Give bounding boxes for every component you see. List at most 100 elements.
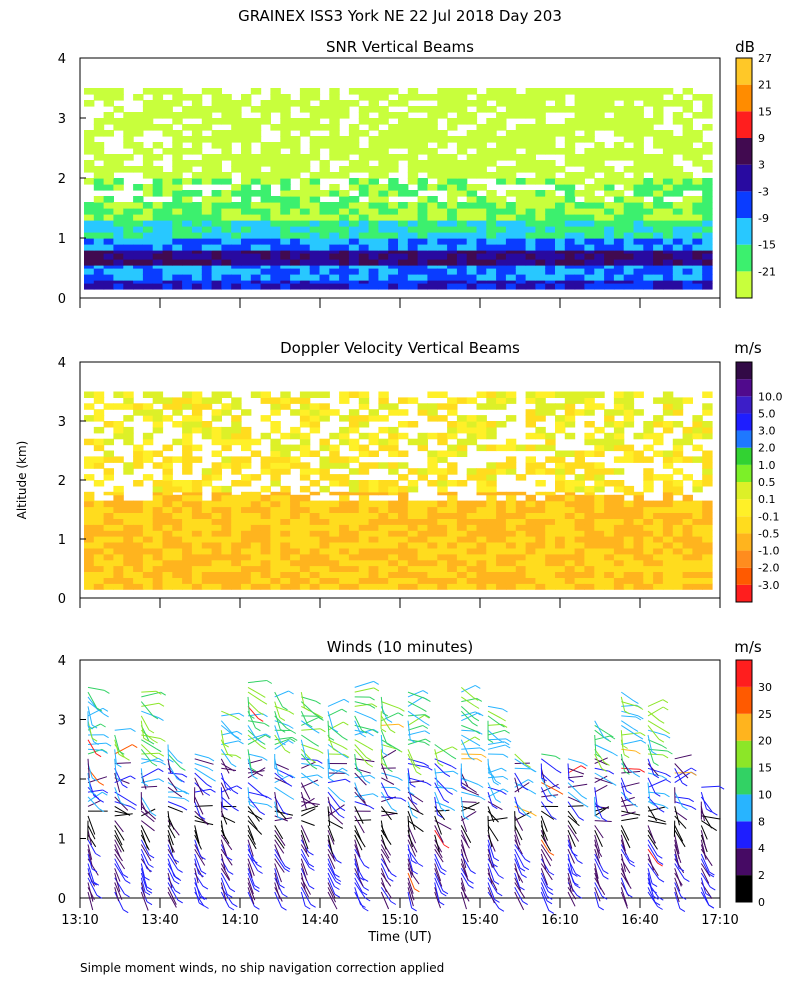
heatmap-cell [505,518,517,525]
heatmap-cell [535,202,546,209]
heatmap-cell [447,106,458,113]
heatmap-cell [407,220,419,227]
heatmap-cell [584,154,595,161]
heatmap-cell [564,142,576,149]
wind-barb [461,712,479,722]
wind-barb [434,801,450,809]
heatmap-cell [447,253,458,260]
heatmap-cell [545,238,556,245]
heatmap-cell [447,494,458,502]
wind-barb-flag [635,750,641,755]
heatmap-cell [182,202,193,209]
heatmap-cell [417,244,428,251]
heatmap-cell [466,238,478,245]
heatmap-cell [319,409,330,416]
heatmap-cell [133,94,144,101]
heatmap-cell [505,583,517,590]
heatmap-cell [574,530,585,537]
heatmap-cell [172,166,183,173]
heatmap-cell [555,232,566,239]
wind-barb [461,786,480,796]
heatmap-cell [672,244,684,251]
wind-barb-flag [313,742,319,747]
heatmap-cell [633,409,644,416]
heatmap-cell [662,450,674,457]
wind-barb-flag [369,774,376,779]
heatmap-cell [378,226,389,233]
heatmap-cell [398,253,409,260]
heatmap-cell [260,536,271,543]
heatmap-cell [643,232,654,239]
wind-barb-flag [400,797,407,802]
heatmap-cell [456,118,468,125]
heatmap-cell [486,283,497,290]
wind-barb [647,887,656,903]
wind-barb [354,753,358,771]
heatmap-cell [456,226,468,233]
heatmap-cell [378,214,389,221]
wind-barb [167,744,169,760]
heatmap-cell [309,500,321,508]
heatmap-cell [437,253,448,260]
wind-barb-flag [329,767,335,772]
wind-barb [140,820,155,832]
heatmap-cell [280,403,291,410]
heatmap-cell [103,154,114,161]
wind-barb [354,748,369,765]
wind-barb-flag [596,804,603,809]
wind-barb-flag [480,754,487,758]
heatmap-cell [496,172,507,179]
wind-barb-flag [628,859,635,864]
heatmap-cell [447,118,458,125]
wind-barb [354,887,361,905]
heatmap-cell [466,220,478,227]
heatmap-cell [241,506,252,513]
heatmap-cell [182,220,193,227]
heatmap-cell [466,547,478,555]
heatmap-cell [427,265,438,269]
heatmap-cell [515,238,527,245]
heatmap-cell [260,100,271,107]
heatmap-cell [555,403,566,410]
heatmap-cell [280,214,291,221]
heatmap-cell [633,250,644,254]
heatmap-cell [280,202,291,209]
wind-barb-flag [93,795,100,800]
heatmap-cell [574,178,585,185]
heatmap-cell [142,208,154,215]
wind-barb-flag [496,892,503,897]
heatmap-cell [162,100,173,107]
heatmap-cell [545,536,556,543]
heatmap-cell [123,530,134,537]
heatmap-cell [653,244,664,251]
wind-barb-flag [343,772,350,776]
heatmap-cell [211,512,222,519]
heatmap-cell [555,391,566,398]
wind-barb [327,721,344,731]
wind-barb [487,729,505,736]
heatmap-cell [584,280,595,284]
heatmap-cell [407,553,419,561]
heatmap-cell [505,202,517,209]
heatmap-cell [643,456,654,463]
wind-barb-flag [144,891,151,896]
heatmap-cell [594,542,605,549]
wind-barb-flag [387,768,393,773]
heatmap-cell [358,232,370,239]
heatmap-cell [535,283,546,290]
wind-barb-flag [265,734,271,739]
wind-barb-flag [425,698,431,703]
heatmap-cell [447,444,458,452]
heatmap-cell [613,571,625,578]
wind-barb [594,849,601,865]
heatmap-cell [476,259,487,266]
wind-barb [647,806,666,812]
heatmap-cell [417,208,428,215]
heatmap-cell [594,232,605,239]
wind-barb [407,725,423,731]
heatmap-cell [162,474,173,481]
heatmap-cell [211,506,222,513]
heatmap-cell [702,166,713,173]
heatmap-cell [162,577,173,584]
heatmap-cell [643,444,654,452]
